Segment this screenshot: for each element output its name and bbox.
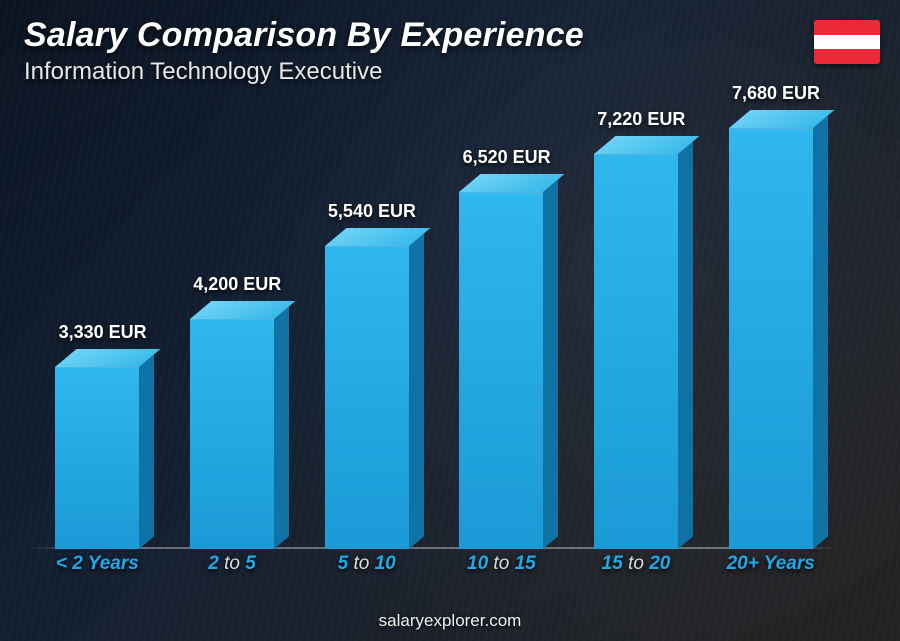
bar-value-label: 5,540 EUR — [328, 201, 416, 222]
flag-stripe — [814, 20, 880, 35]
flag-stripe — [814, 49, 880, 64]
bar: 6,520 EUR — [459, 192, 543, 549]
bar-front — [459, 192, 543, 549]
bar-side — [274, 306, 289, 549]
bar-column: 7,220 EUR — [569, 100, 704, 549]
bar-column: 3,330 EUR — [30, 100, 165, 549]
bar-value-label: 7,680 EUR — [732, 83, 820, 104]
bar-value-label: 4,200 EUR — [193, 274, 281, 295]
bar-front — [594, 154, 678, 549]
bar: 3,330 EUR — [55, 367, 139, 549]
x-label: 2 to 5 — [165, 553, 300, 583]
bar: 7,220 EUR — [594, 154, 678, 549]
bar-column: 6,520 EUR — [434, 100, 569, 549]
bar-front — [190, 319, 274, 549]
bar-value-label: 3,330 EUR — [59, 322, 147, 343]
bar-side — [813, 115, 828, 549]
bar-front — [729, 128, 813, 549]
bars-container: 3,330 EUR 4,200 EUR 5,540 EUR 6,520 EUR 7,22… — [30, 100, 838, 549]
page-title: Salary Comparison By Experience — [24, 16, 584, 55]
flag-stripe — [814, 35, 880, 50]
x-label: < 2 Years — [30, 553, 165, 583]
bar-side — [139, 354, 154, 549]
bar-value-label: 7,220 EUR — [597, 109, 685, 130]
bar: 4,200 EUR — [190, 319, 274, 549]
bar-chart: 3,330 EUR 4,200 EUR 5,540 EUR 6,520 EUR 7,22… — [30, 100, 838, 583]
bar-front — [55, 367, 139, 549]
page-subtitle: Information Technology Executive — [24, 58, 382, 86]
x-labels: < 2 Years2 to 55 to 1010 to 1515 to 2020… — [30, 553, 838, 583]
x-label: 5 to 10 — [299, 553, 434, 583]
bar-column: 5,540 EUR — [299, 100, 434, 549]
x-label: 20+ Years — [703, 553, 838, 583]
bar-side — [678, 141, 693, 549]
bar-front — [325, 246, 409, 549]
bar-value-label: 6,520 EUR — [463, 147, 551, 168]
bar: 7,680 EUR — [729, 128, 813, 549]
bar-side — [543, 179, 558, 549]
bar: 5,540 EUR — [325, 246, 409, 549]
bar-column: 7,680 EUR — [703, 100, 838, 549]
x-label: 10 to 15 — [434, 553, 569, 583]
infographic-stage: Salary Comparison By Experience Informat… — [0, 0, 900, 641]
footer-attribution: salaryexplorer.com — [0, 611, 900, 631]
flag-austria — [814, 20, 880, 64]
bar-side — [409, 233, 424, 549]
x-label: 15 to 20 — [569, 553, 704, 583]
bar-column: 4,200 EUR — [165, 100, 300, 549]
